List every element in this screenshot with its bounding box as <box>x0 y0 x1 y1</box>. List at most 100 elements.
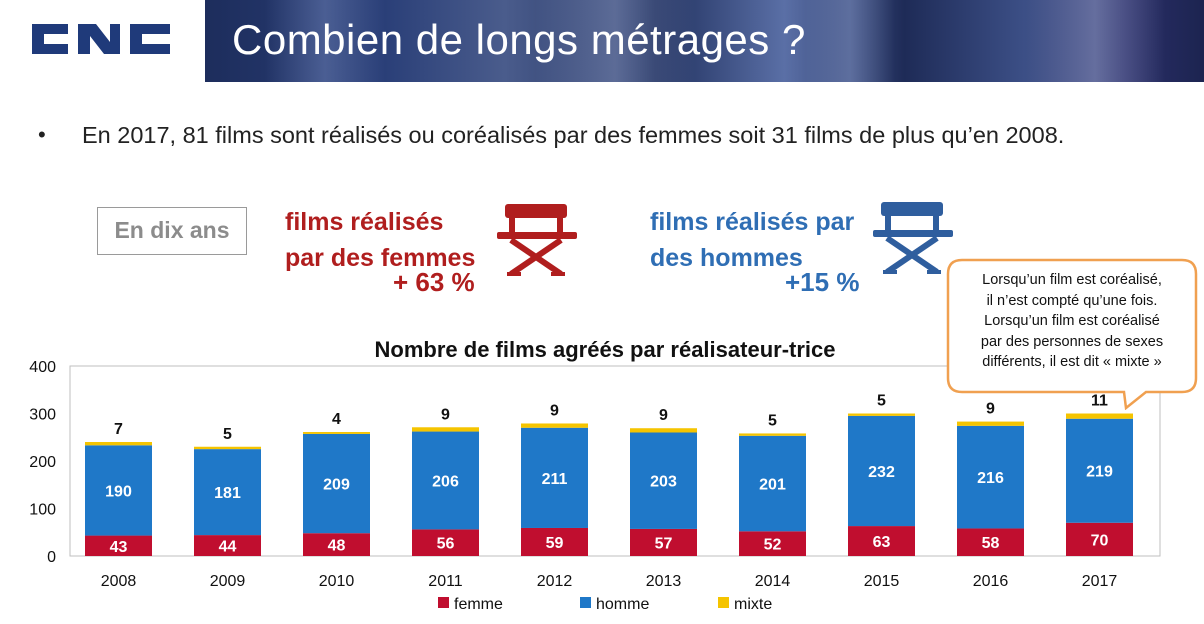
data-label-femme: 56 <box>437 536 455 553</box>
plot-frame <box>69 365 1161 557</box>
callout-line: Lorsqu’un film est coréalisé, <box>982 272 1162 288</box>
men-stat-line2: des hommes <box>650 244 803 272</box>
bar-segment-mixte <box>521 423 588 428</box>
legend-swatch-femme <box>438 597 449 608</box>
data-label-homme: 211 <box>542 471 568 488</box>
callout-text: Lorsqu’un film est coréalisé, il n’est c… <box>956 270 1188 373</box>
data-label-mixte: 5 <box>877 393 886 410</box>
bar-segment-mixte <box>848 413 915 416</box>
bar-segment-homme <box>1066 418 1133 523</box>
bar-segment-homme <box>630 432 697 529</box>
x-tick-label: 2013 <box>646 573 682 590</box>
x-tick-label: 2015 <box>864 573 900 590</box>
bar-segment-femme <box>521 527 588 556</box>
bar-segment-mixte <box>412 427 479 432</box>
bar-segment-homme <box>194 449 261 536</box>
bar-segment-femme <box>412 529 479 556</box>
bar-segment-femme <box>848 526 915 556</box>
data-label-homme: 209 <box>323 477 350 494</box>
x-tick-label: 2016 <box>973 573 1009 590</box>
y-tick-label: 300 <box>29 407 56 424</box>
bar-segment-femme <box>957 528 1024 556</box>
bar-segment-femme <box>739 531 806 556</box>
y-tick-label: 200 <box>29 454 56 471</box>
legend-swatch-homme <box>580 597 591 608</box>
chart-title: Nombre de films agréés par réalisateur-t… <box>375 337 836 362</box>
bar-segment-mixte <box>303 432 370 434</box>
x-tick-label: 2014 <box>755 573 791 590</box>
bar-segment-homme <box>957 425 1024 529</box>
header-banner <box>205 0 1204 82</box>
data-label-femme: 63 <box>873 534 891 551</box>
women-stat-line1: films réalisés <box>285 208 444 236</box>
data-label-mixte: 9 <box>659 407 668 424</box>
bar-segment-mixte <box>194 446 261 450</box>
legend-swatch-mixte <box>718 597 729 608</box>
data-label-femme: 44 <box>219 539 237 556</box>
x-tick-label: 2011 <box>428 573 463 590</box>
data-label-femme: 57 <box>655 535 673 552</box>
y-tick-label: 0 <box>47 549 56 566</box>
data-label-mixte: 4 <box>332 411 341 428</box>
bar-segment-mixte <box>85 442 152 446</box>
bar-segment-homme <box>303 433 370 534</box>
bar-segment-mixte <box>1066 413 1133 419</box>
data-label-homme: 181 <box>214 485 241 502</box>
bar-segment-mixte <box>630 428 697 433</box>
bar-segment-homme <box>521 427 588 528</box>
films-bar-chart: Nombre de films agréés par réalisateur-t… <box>29 337 1161 613</box>
data-label-femme: 43 <box>110 539 128 556</box>
director-chair-icon <box>873 202 953 274</box>
callout-line: par des personnes de sexes <box>980 333 1164 350</box>
data-label-mixte: 5 <box>223 426 232 443</box>
bar-segment-homme <box>848 415 915 527</box>
bar-segment-mixte <box>957 421 1024 426</box>
bar-segment-femme <box>303 533 370 556</box>
data-label-femme: 52 <box>764 537 782 554</box>
callout-line: il n’est compté qu’une fois. <box>986 292 1158 309</box>
data-label-mixte: 5 <box>768 412 777 429</box>
director-chair-icon <box>497 204 577 276</box>
callout-line: différents, il est dit « mixte » <box>982 354 1162 370</box>
data-label-homme: 190 <box>105 483 132 500</box>
data-label-femme: 59 <box>546 535 564 552</box>
data-label-homme: 216 <box>977 470 1004 487</box>
data-label-mixte: 9 <box>550 402 559 419</box>
bar-segment-femme <box>85 535 152 556</box>
women-stat-label: films réalisés par des femmes <box>285 204 475 276</box>
bar-segment-homme <box>739 435 806 532</box>
women-stat-line2: par des femmes <box>285 244 476 272</box>
bar-segment-femme <box>630 528 697 556</box>
women-stat-change: + 63 % <box>393 267 475 297</box>
legend-label-mixte: mixte <box>734 596 772 613</box>
data-label-homme: 219 <box>1086 464 1113 481</box>
data-label-homme: 201 <box>759 477 786 494</box>
men-stat-line1: films réalisés par <box>650 208 855 236</box>
bar-segment-femme <box>194 535 261 556</box>
legend-label-femme: femme <box>454 596 503 613</box>
data-label-mixte: 7 <box>114 421 123 438</box>
data-label-mixte: 9 <box>441 406 450 423</box>
page-title: Combien de longs métrages ? <box>232 16 806 63</box>
callout-line: Lorsqu’un film est coréalisé <box>984 313 1160 329</box>
data-label-homme: 203 <box>650 474 677 491</box>
men-stat-change: +15 % <box>785 267 860 297</box>
y-tick-label: 400 <box>29 359 56 376</box>
x-tick-label: 2010 <box>319 573 355 590</box>
bar-segment-femme <box>1066 522 1133 556</box>
x-tick-label: 2012 <box>537 573 573 590</box>
callout-bubble <box>946 258 1198 410</box>
bullet-text: En 2017, 81 films sont réalisés ou coréa… <box>82 122 1065 148</box>
data-label-femme: 58 <box>982 535 1000 552</box>
data-label-mixte: 9 <box>986 401 995 418</box>
men-stat-label: films réalisés par des hommes <box>650 204 854 276</box>
data-label-homme: 232 <box>868 464 895 481</box>
cnc-logo <box>32 24 170 54</box>
header: Combien de longs métrages ? <box>0 0 1204 82</box>
x-tick-label: 2017 <box>1082 573 1118 590</box>
legend-label-homme: homme <box>596 596 649 613</box>
period-label-box: En dix ans <box>97 207 247 255</box>
x-tick-label: 2008 <box>101 573 137 590</box>
bar-segment-mixte <box>739 433 806 436</box>
data-label-homme: 206 <box>432 473 459 490</box>
